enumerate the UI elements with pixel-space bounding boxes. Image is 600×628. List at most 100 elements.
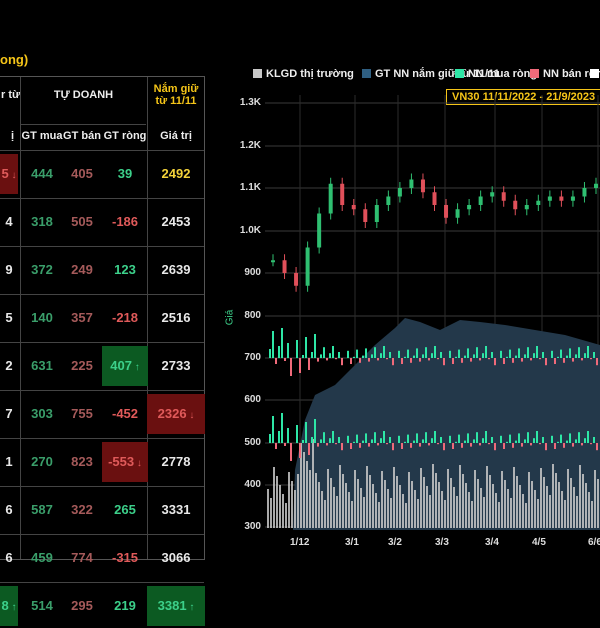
net-sell-bar: [494, 358, 496, 366]
net-sell-bar: [590, 443, 592, 445]
legend-net-buy-label: NN mua ròng: [468, 68, 538, 80]
y-tick-label: 800: [244, 310, 261, 321]
net-buy-bar: [464, 440, 466, 443]
y-tick-label: 700: [244, 352, 261, 363]
cell-ban-value: 295: [71, 598, 93, 613]
net-buy-bar: [320, 354, 322, 358]
net-buy-bar: [560, 434, 562, 443]
net-buy-bar: [527, 432, 529, 443]
header-holding: Nắm giữ từ 11/11: [147, 83, 205, 107]
price-candle: [282, 260, 287, 273]
cell-ban-value: 755: [71, 406, 93, 421]
cell-mua-value: 270: [31, 454, 53, 469]
col-left-fragment: ị: [10, 130, 14, 142]
price-candle: [374, 205, 379, 222]
net-buy-bar: [425, 347, 427, 358]
volume-bar: [564, 500, 566, 528]
price-candle: [363, 209, 368, 222]
net-buy-bar: [557, 356, 559, 358]
volume-bar: [486, 466, 488, 528]
net-buy-bar: [527, 347, 529, 358]
net-buy-bar: [464, 355, 466, 358]
cell-left: 5 ↓: [0, 154, 18, 194]
volume-bar: [552, 464, 554, 528]
volume-bar: [498, 502, 500, 528]
cell-rong: 39: [102, 154, 148, 194]
net-buy-bar: [584, 438, 586, 443]
x-tick-label: 3/2: [388, 537, 402, 548]
net-buy-bar: [314, 419, 316, 443]
net-sell-bar: [335, 443, 337, 445]
cell-rong-value: 219: [114, 598, 136, 613]
cell-left: 9: [0, 250, 18, 290]
net-buy-bar: [389, 352, 391, 358]
volume-bar: [483, 497, 485, 528]
row-divider: [0, 294, 204, 295]
y-tick-label: 900: [244, 267, 261, 278]
cell-rong-value: -315: [111, 550, 139, 565]
volume-bar: [426, 486, 428, 528]
net-sell-bar: [428, 358, 430, 361]
volume-bar: [429, 495, 431, 528]
net-sell-bar: [488, 443, 490, 445]
volume-bar: [510, 498, 512, 528]
net-sell-bar: [359, 358, 361, 363]
volume-bar: [381, 471, 383, 528]
cell-ban-value: 357: [71, 310, 93, 325]
volume-bar: [393, 467, 395, 528]
net-buy-bar: [587, 346, 589, 358]
legend-net-buy: NN mua ròng: [455, 68, 537, 80]
net-buy-bar: [536, 346, 538, 358]
volume-bar: [492, 484, 494, 528]
net-buy-bar: [506, 356, 508, 358]
volume-bar: [474, 470, 476, 528]
cell-gia: 3331: [147, 490, 205, 530]
net-sell-bar: [275, 358, 277, 364]
col-gt-ban: GT bán: [63, 130, 101, 142]
price-candle: [305, 247, 310, 286]
net-buy-bar: [353, 441, 355, 443]
arrow-up-icon: ↑: [186, 602, 195, 613]
volume-bar: [531, 481, 533, 528]
net-buy-bar: [404, 441, 406, 443]
net-buy-bar: [467, 433, 469, 443]
arrow-down-icon: ↓: [186, 410, 195, 421]
cell-mua: 514: [20, 586, 64, 626]
net-buy-bar: [518, 433, 520, 443]
net-buy-bar: [434, 346, 436, 358]
row-divider: [0, 438, 204, 439]
volume-bar: [408, 472, 410, 528]
volume-bar: [546, 486, 548, 528]
volume-bar: [513, 467, 515, 528]
x-tick-label: 4/5: [532, 537, 546, 548]
net-buy-bar: [329, 353, 331, 358]
net-buy-bar: [473, 354, 475, 358]
volume-bar: [294, 490, 296, 528]
cell-left: 5: [0, 298, 18, 338]
cell-gia-value: 2492: [161, 166, 191, 181]
cell-left-value: 5: [1, 166, 9, 181]
cell-mua: 444: [20, 154, 64, 194]
x-tick-label: 6/6: [588, 537, 600, 548]
price-candle: [432, 192, 437, 205]
net-buy-bar: [365, 348, 367, 358]
net-buy-bar: [272, 331, 274, 358]
net-buy-bar: [371, 439, 373, 443]
net-buy-bar: [296, 425, 298, 443]
net-buy-bar: [302, 355, 304, 358]
net-sell-bar: [443, 443, 445, 451]
row-divider: [0, 198, 204, 199]
cell-rong: -186: [102, 202, 148, 242]
net-buy-bar: [281, 328, 283, 358]
volume-bar: [303, 452, 305, 528]
cell-gia: 2639: [147, 250, 205, 290]
net-sell-bar: [563, 358, 565, 363]
net-buy-bar: [329, 438, 331, 443]
volume-bar: [471, 501, 473, 528]
volume-bar: [501, 471, 503, 528]
net-buy-bar: [458, 349, 460, 358]
net-sell-bar: [392, 358, 394, 366]
net-buy-bar: [404, 356, 406, 358]
volume-bar: [339, 465, 341, 528]
net-buy-bar: [374, 432, 376, 443]
